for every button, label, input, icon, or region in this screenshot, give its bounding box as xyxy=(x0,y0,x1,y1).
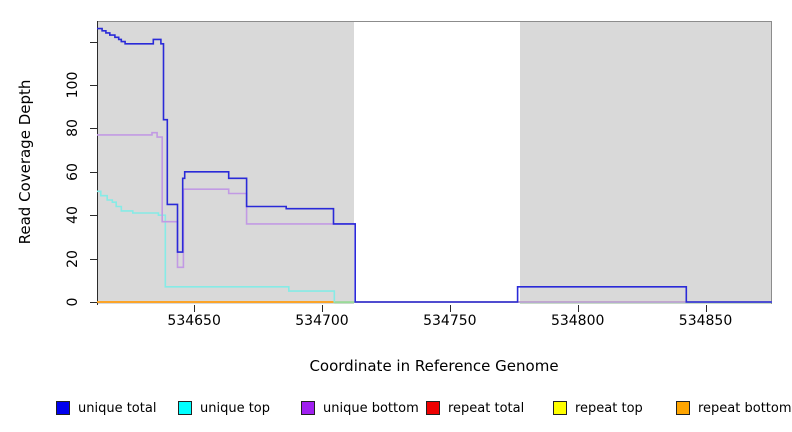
y-tick-label: 80 xyxy=(65,119,81,138)
plot-panel xyxy=(97,21,772,304)
x-tick-label: 534700 xyxy=(295,313,349,329)
y-axis-line xyxy=(97,21,98,305)
legend-label: unique top xyxy=(200,400,271,416)
y-tick-label: 40 xyxy=(65,206,81,225)
x-tick-label: 534800 xyxy=(550,313,605,329)
x-tick xyxy=(449,305,451,312)
y-tick xyxy=(90,171,97,173)
non-repeat-region xyxy=(353,22,520,304)
legend-swatch xyxy=(426,401,440,415)
y-tick-label: 20 xyxy=(65,249,81,268)
y-tick-label: 100 xyxy=(65,71,81,99)
x-tick xyxy=(322,305,323,312)
legend-item-unique-total: unique total xyxy=(56,398,156,418)
x-tick xyxy=(705,305,707,312)
series-line-unique-total xyxy=(97,27,772,303)
series-line-unique-bottom xyxy=(97,131,772,303)
x-tick-label: 534750 xyxy=(423,313,477,329)
legend-item-unique-top: unique top xyxy=(178,398,270,418)
y-tick xyxy=(90,85,97,86)
legend-label: repeat bottom xyxy=(698,400,792,416)
chart-legend: unique total unique top unique bottom repea… xyxy=(0,398,792,422)
legend-label: repeat total xyxy=(448,400,525,416)
x-tick xyxy=(577,305,579,312)
legend-item-repeat-top: repeat top xyxy=(553,398,643,418)
x-tick-label: 534650 xyxy=(167,313,221,329)
y-tick xyxy=(90,258,97,260)
y-axis-title: Read Coverage Depth xyxy=(16,79,34,245)
legend-swatch xyxy=(553,401,567,415)
y-tick-label: 60 xyxy=(65,162,81,181)
legend-item-unique-bottom: unique bottom xyxy=(301,398,419,418)
x-axis-title: Coordinate in Reference Genome xyxy=(309,357,559,375)
legend-label: unique total xyxy=(78,400,157,416)
legend-swatch xyxy=(676,401,690,415)
legend-item-repeat-total: repeat total xyxy=(426,398,524,418)
legend-swatch xyxy=(56,401,70,415)
y-tick xyxy=(90,128,97,130)
legend-item-repeat-bottom: repeat bottom xyxy=(676,398,792,418)
legend-label: unique bottom xyxy=(323,400,419,416)
legend-swatch xyxy=(178,401,192,415)
x-tick xyxy=(194,305,196,312)
x-tick-label: 534850 xyxy=(678,313,733,329)
y-tick xyxy=(90,215,97,217)
legend-swatch xyxy=(301,401,315,415)
y-tick-label: 0 xyxy=(65,297,81,307)
legend-label: repeat top xyxy=(575,400,643,416)
y-tick xyxy=(90,41,97,43)
y-tick xyxy=(90,302,97,303)
series-line-unique-top xyxy=(97,190,772,303)
